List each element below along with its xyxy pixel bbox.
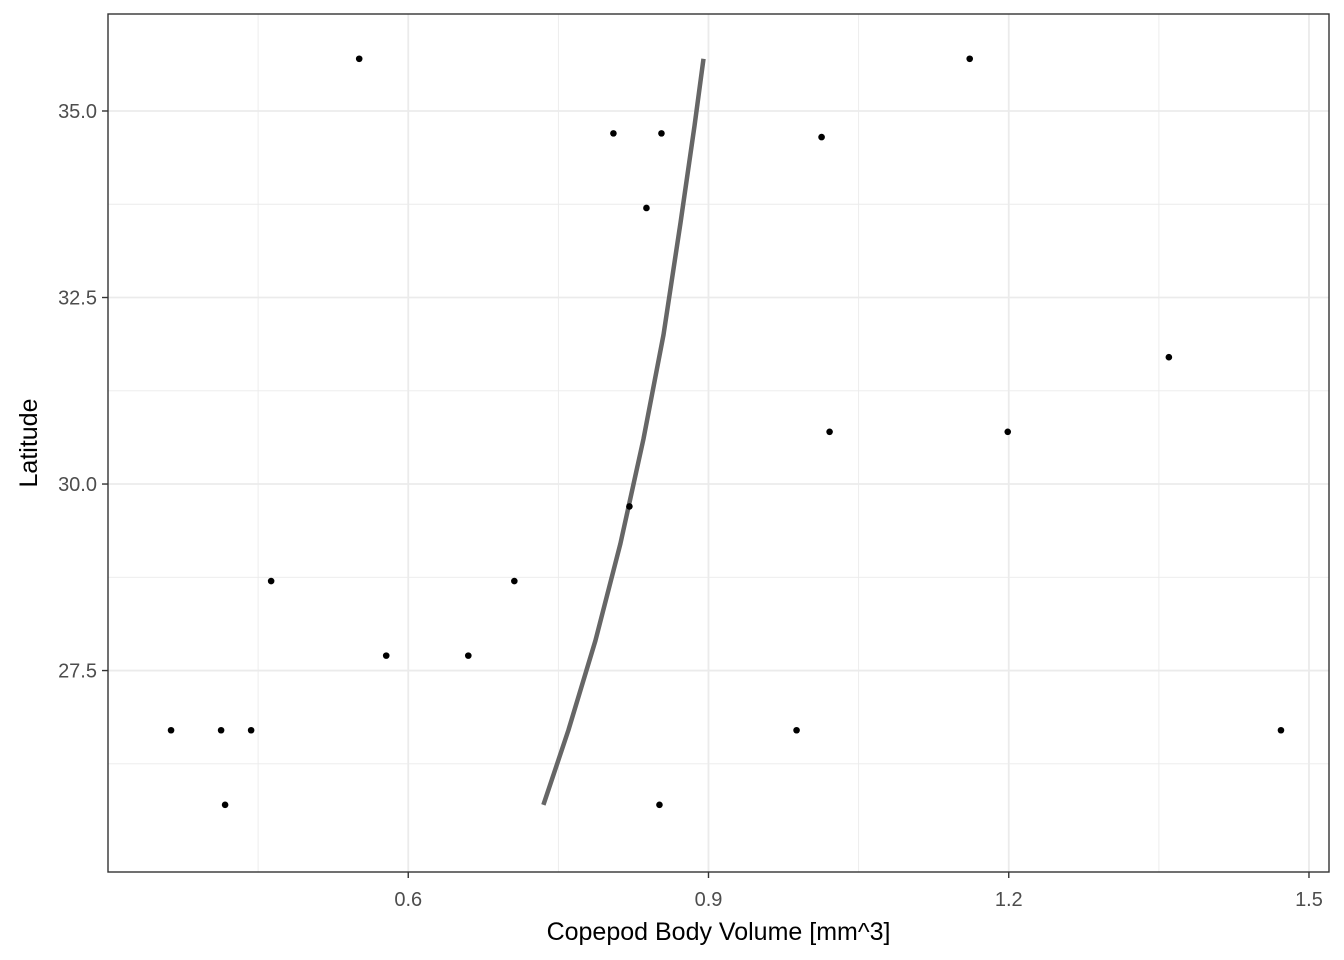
data-point bbox=[643, 204, 650, 212]
data-point bbox=[511, 577, 518, 585]
data-point bbox=[818, 133, 825, 141]
data-point bbox=[610, 130, 617, 137]
y-tick-label: 27.5 bbox=[58, 661, 97, 683]
x-tick-label: 0.6 bbox=[394, 889, 422, 911]
data-point bbox=[626, 503, 633, 510]
data-point bbox=[355, 55, 363, 63]
y-tick-label: 32.5 bbox=[58, 288, 97, 310]
data-point bbox=[464, 652, 472, 659]
x-axis-title: Copepod Body Volume [mm^3] bbox=[547, 918, 891, 946]
data-point bbox=[1277, 726, 1285, 734]
x-axis: 0.6 0.9 1.2 1.5 bbox=[394, 872, 1323, 911]
data-point bbox=[1004, 428, 1012, 436]
data-point bbox=[247, 726, 255, 734]
data-point bbox=[217, 726, 225, 734]
y-axis: 27.5 30.0 32.5 35.0 bbox=[58, 101, 108, 683]
data-point bbox=[267, 577, 275, 585]
data-point bbox=[382, 652, 390, 659]
panel-border bbox=[107, 13, 1330, 873]
y-axis-title: Latitude bbox=[15, 399, 43, 488]
data-point bbox=[826, 428, 833, 436]
points-layer bbox=[167, 55, 1285, 809]
fit-line-layer bbox=[541, 58, 706, 806]
data-point bbox=[793, 726, 800, 734]
x-tick-label: 0.9 bbox=[695, 889, 723, 911]
y-tick-label: 35.0 bbox=[58, 101, 97, 123]
minor-gridlines bbox=[108, 14, 1329, 872]
fit-line bbox=[541, 58, 706, 806]
data-point bbox=[167, 726, 175, 734]
data-point bbox=[221, 801, 229, 809]
y-tick-label: 30.0 bbox=[58, 474, 97, 496]
major-gridlines bbox=[108, 14, 1329, 872]
data-point bbox=[966, 55, 974, 63]
x-tick-label: 1.5 bbox=[1295, 889, 1323, 911]
data-point bbox=[656, 801, 663, 809]
data-point bbox=[658, 130, 665, 137]
data-point bbox=[1165, 353, 1173, 361]
x-tick-label: 1.2 bbox=[995, 889, 1023, 911]
